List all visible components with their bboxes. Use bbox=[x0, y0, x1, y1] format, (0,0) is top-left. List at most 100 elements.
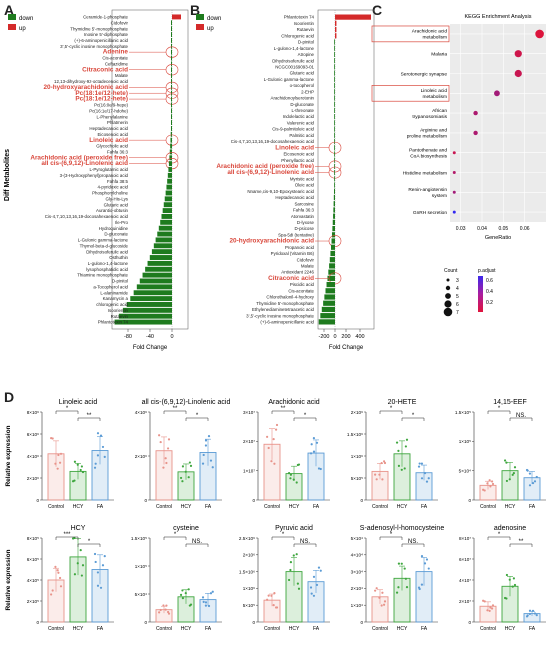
legend-up-label: up bbox=[207, 26, 214, 32]
x-tick-label: 0.06 bbox=[520, 226, 530, 232]
metabolite-label: Arachidonic acid (peroxide free) bbox=[216, 163, 314, 170]
x-tick-label: -40 bbox=[146, 334, 154, 340]
sig-label: * bbox=[174, 532, 177, 538]
metabolite-label: L-gulono-1,4-lactone bbox=[88, 261, 129, 266]
sig-label: ** bbox=[519, 539, 524, 545]
bar bbox=[334, 76, 335, 82]
group-label: Control bbox=[480, 626, 496, 632]
data-point bbox=[490, 480, 494, 483]
data-point bbox=[189, 603, 193, 606]
y-tick-label: 1×10⁷ bbox=[243, 468, 255, 473]
pathway-label: CoA biosynthesis bbox=[410, 154, 447, 160]
data-point bbox=[295, 481, 298, 484]
group-label: HCY bbox=[505, 504, 516, 510]
data-point bbox=[289, 568, 292, 572]
metabolite-label: Dihydroisoferulic acid bbox=[272, 58, 314, 63]
data-point bbox=[166, 610, 170, 614]
bar bbox=[153, 243, 172, 249]
bar bbox=[151, 249, 172, 255]
metabolite-label: Cis-4,7,10,13,16,19-docosahexaenoic acid bbox=[231, 139, 315, 144]
bar bbox=[158, 225, 172, 231]
metabolite-label: Chlorogenic acid bbox=[281, 33, 314, 38]
bar bbox=[333, 213, 335, 219]
data-point bbox=[513, 466, 517, 469]
data-point bbox=[57, 453, 60, 457]
metabolite-label: Indolelactic acid bbox=[283, 114, 315, 119]
data-point bbox=[535, 475, 538, 479]
legend-count-label: 7 bbox=[456, 310, 459, 316]
data-point bbox=[96, 454, 100, 457]
data-point bbox=[184, 470, 187, 473]
data-point bbox=[417, 586, 421, 589]
data-point bbox=[273, 591, 276, 595]
data-point bbox=[533, 612, 537, 615]
metabolite-label: Pc(16:1e/17-hdohe) bbox=[89, 108, 128, 113]
metabolite-label: Thymidine 5'-monophosphate bbox=[256, 301, 314, 306]
y-tick-label: 0 bbox=[144, 620, 147, 625]
data-point bbox=[58, 576, 62, 580]
bar bbox=[171, 20, 172, 26]
data-point bbox=[275, 423, 279, 427]
data-point bbox=[272, 438, 275, 441]
data-point bbox=[59, 452, 63, 455]
data-point bbox=[54, 565, 57, 568]
bar bbox=[157, 231, 172, 237]
metabolite-label: L-Pyroglutamic acid bbox=[89, 167, 128, 172]
subplot-title: 14,15-EEF bbox=[493, 399, 526, 406]
y-tick-label: 2×10⁷ bbox=[243, 439, 255, 444]
y-tick-label: 2×10⁶ bbox=[351, 410, 363, 415]
legend-padj-title: p.adjust bbox=[478, 268, 496, 274]
data-point bbox=[404, 577, 407, 580]
data-point bbox=[403, 567, 406, 570]
group-label: FA bbox=[529, 504, 536, 510]
pathway-label: Renin-angiotensin bbox=[408, 187, 447, 193]
data-point bbox=[103, 554, 106, 558]
bar bbox=[334, 188, 335, 194]
data-point bbox=[96, 571, 100, 574]
y-tick-label: 8×10⁵ bbox=[27, 536, 39, 541]
data-point bbox=[490, 607, 494, 610]
metabolite-label: L-Phenylalanine bbox=[97, 114, 129, 119]
legend-count-dot bbox=[446, 278, 450, 282]
data-point bbox=[266, 598, 269, 601]
group-label: HCY bbox=[181, 626, 192, 632]
data-point bbox=[73, 536, 76, 540]
bar bbox=[171, 49, 172, 55]
bar bbox=[169, 155, 172, 161]
group-label: HCY bbox=[505, 626, 516, 632]
data-point bbox=[400, 562, 403, 565]
subplot-title: S-adenosyl-l-homocysteine bbox=[360, 525, 445, 532]
y-axis-title: Diff Metabolites bbox=[4, 149, 11, 201]
data-point bbox=[296, 582, 299, 585]
y-tick-label: 6×10⁷ bbox=[459, 557, 471, 562]
bar bbox=[328, 269, 335, 275]
subplot-title: 20-HETE bbox=[388, 399, 417, 406]
metabolite-label: 2-EHP bbox=[301, 89, 314, 94]
data-point bbox=[533, 480, 537, 483]
subplot-title: Linoleic acid bbox=[59, 399, 98, 406]
data-point bbox=[505, 573, 509, 577]
x-axis-title: GeneRatio bbox=[485, 235, 511, 241]
metabolite-label: Atorvastatin bbox=[291, 214, 315, 219]
data-point bbox=[374, 473, 377, 476]
group-label: Control bbox=[480, 504, 496, 510]
data-point bbox=[397, 586, 400, 589]
data-point bbox=[50, 593, 53, 596]
highlight-box bbox=[371, 85, 450, 102]
bar bbox=[334, 107, 335, 114]
metabolite-label: Propanoic acid bbox=[285, 245, 315, 250]
data-point bbox=[50, 437, 53, 440]
bar bbox=[114, 319, 172, 325]
metabolite-label: Gly-His-Lys bbox=[105, 196, 128, 201]
bar bbox=[171, 32, 172, 38]
data-point bbox=[319, 569, 322, 572]
metabolite-label: Phosphorylcholine bbox=[92, 191, 128, 196]
data-point bbox=[73, 573, 77, 576]
metabolite-label: Arachidonoylserotonin bbox=[271, 96, 315, 101]
y-tick-label: 5×10⁴ bbox=[459, 468, 471, 473]
legend-up-label: up bbox=[19, 26, 26, 32]
group-label: FA bbox=[421, 626, 428, 632]
metabolite-label: Adenine bbox=[103, 49, 129, 56]
bar bbox=[334, 51, 335, 58]
data-point bbox=[189, 464, 193, 467]
